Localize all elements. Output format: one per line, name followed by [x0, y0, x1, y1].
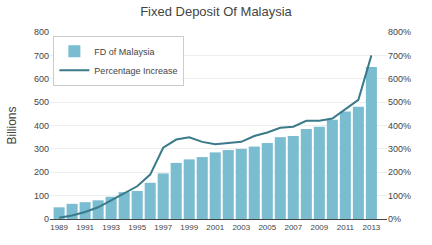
- svg-text:FD of Malaysia: FD of Malaysia: [94, 47, 154, 57]
- svg-text:200: 200: [34, 167, 49, 177]
- svg-text:Billions: Billions: [5, 106, 19, 144]
- svg-text:400%: 400%: [388, 121, 411, 131]
- svg-text:600: 600: [34, 74, 49, 84]
- svg-text:2001: 2001: [206, 223, 224, 232]
- svg-text:1999: 1999: [180, 223, 198, 232]
- svg-text:700%: 700%: [388, 51, 411, 61]
- svg-text:2003: 2003: [232, 223, 250, 232]
- svg-text:0%: 0%: [388, 214, 401, 224]
- svg-text:2005: 2005: [258, 223, 276, 232]
- svg-text:400: 400: [34, 121, 49, 131]
- svg-text:Fixed Deposit Of Malaysia: Fixed Deposit Of Malaysia: [140, 4, 292, 19]
- svg-text:2011: 2011: [337, 223, 355, 232]
- svg-text:100%: 100%: [388, 191, 411, 201]
- svg-text:300%: 300%: [388, 144, 411, 154]
- svg-text:2013: 2013: [362, 223, 380, 232]
- svg-text:200%: 200%: [388, 167, 411, 177]
- svg-text:1995: 1995: [128, 223, 146, 232]
- svg-text:700: 700: [34, 51, 49, 61]
- svg-text:300: 300: [34, 144, 49, 154]
- svg-text:Percentage Increase: Percentage Increase: [94, 66, 177, 76]
- svg-text:600%: 600%: [388, 74, 411, 84]
- svg-text:1991: 1991: [76, 223, 94, 232]
- svg-text:1989: 1989: [50, 223, 68, 232]
- svg-text:2007: 2007: [284, 223, 302, 232]
- svg-text:0: 0: [44, 214, 49, 224]
- svg-text:500: 500: [34, 97, 49, 107]
- svg-text:800: 800: [34, 27, 49, 37]
- svg-text:2009: 2009: [310, 223, 328, 232]
- svg-text:800%: 800%: [388, 27, 411, 37]
- svg-text:1993: 1993: [102, 223, 120, 232]
- svg-text:100: 100: [34, 191, 49, 201]
- svg-text:1997: 1997: [154, 223, 172, 232]
- svg-text:500%: 500%: [388, 97, 411, 107]
